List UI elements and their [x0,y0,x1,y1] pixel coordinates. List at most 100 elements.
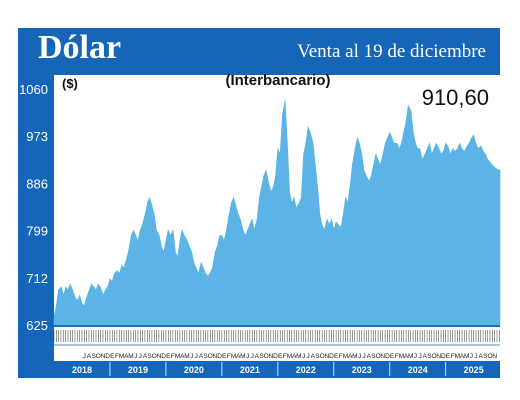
month-tick-label: J [83,353,86,360]
month-tick-label: O [376,353,381,360]
month-tick-label: J [134,353,137,360]
month-tick-label: J [195,353,198,360]
month-tick-label: N [324,353,329,360]
month-tick-label: S [91,353,96,360]
month-tick-label: E [110,353,115,360]
month-tick-label: O [487,353,492,360]
month-tick-label: A [348,353,353,360]
month-tick-label: A [404,353,409,360]
year-label: 2025 [464,365,484,375]
month-tick-label: E [446,353,451,360]
month-tick-label: J [358,353,361,360]
month-tick-label: A [87,353,92,360]
month-tick-label: M [464,353,469,360]
month-tick-label: J [362,353,365,360]
year-label: 2019 [128,365,148,375]
month-tick-label: A [143,353,148,360]
month-tick-label: N [492,353,497,360]
month-tick-label: O [432,353,437,360]
y-axis-unit-label: ($) [62,76,78,91]
month-tick-label: N [380,353,385,360]
month-tick-label: E [278,353,283,360]
month-tick-label: M [296,353,301,360]
month-tick-label: A [423,353,428,360]
month-tick-label: M [128,353,133,360]
month-tick-label: J [190,353,193,360]
month-tick-label: O [208,353,213,360]
month-tick-label: M [231,353,236,360]
month-tick-label: F [395,353,399,360]
month-tick-label: S [259,353,264,360]
plot-area [53,75,501,326]
month-tick-label: D [105,353,110,360]
month-tick-label: D [161,353,166,360]
month-tick-label: M [287,353,292,360]
x-axis-band [54,327,500,361]
y-tick-label: 973 [26,129,48,144]
month-tick-label: O [152,353,157,360]
month-tick-label: A [479,353,484,360]
month-tick-label: E [222,353,227,360]
month-tick-label: F [451,353,455,360]
month-tick-label: M [352,353,357,360]
month-tick-label: S [483,353,488,360]
month-tick-label: S [427,353,432,360]
month-tick-label: O [264,353,269,360]
month-tick-label: J [302,353,305,360]
month-tick-label: E [390,353,395,360]
month-tick-label: J [414,353,417,360]
month-tick-label: S [203,353,208,360]
year-label: 2022 [296,365,316,375]
month-tick-label: S [315,353,320,360]
year-label: 2020 [184,365,204,375]
month-tick-label: F [283,353,287,360]
y-tick-label: 1060 [19,82,48,97]
month-tick-label: O [96,353,101,360]
month-tick-label: D [217,353,222,360]
month-tick-label: S [147,353,152,360]
y-tick-label: 799 [26,224,48,239]
y-tick-label: 886 [26,176,48,191]
month-tick-label: M [184,353,189,360]
month-tick-label: M [455,353,460,360]
month-tick-label: M [399,353,404,360]
chart-header-subtitle: Venta al 19 de diciembre [297,41,486,62]
month-tick-label: A [236,353,241,360]
month-tick-label: N [213,353,218,360]
month-tick-label: N [268,353,273,360]
year-label: 2023 [352,365,372,375]
y-axis: 1060 973 886 799 712 625 [19,82,48,333]
y-tick-label: 625 [26,318,48,333]
month-tick-label: A [292,353,297,360]
month-tick-label: J [418,353,421,360]
chart-title: (Interbancario) [225,72,330,89]
month-tick-label: J [139,353,142,360]
month-tick-label: M [119,353,124,360]
month-tick-label: D [441,353,446,360]
last-value-label: 910,60 [422,85,489,110]
month-tick-label: M [175,353,180,360]
dollar-series-area [53,99,501,326]
month-tick-label: M [240,353,245,360]
month-tick-label: O [320,353,325,360]
month-tick-label: A [311,353,316,360]
month-tick-label: M [408,353,413,360]
month-tick-label: D [329,353,334,360]
month-tick-label: A [367,353,372,360]
month-tick-label: A [199,353,204,360]
month-tick-label: F [171,353,175,360]
month-tick-label: A [124,353,129,360]
chart-header-title: Dólar [38,29,122,66]
month-tick-label: J [246,353,249,360]
month-tick-label: F [115,353,119,360]
month-tick-label: M [343,353,348,360]
month-tick-label: J [307,353,310,360]
month-tick-label: N [101,353,106,360]
month-tick-label: D [273,353,278,360]
y-tick-label: 712 [26,271,48,286]
month-tick-label: D [385,353,390,360]
month-tick-label: S [371,353,376,360]
year-label: 2018 [72,365,92,375]
